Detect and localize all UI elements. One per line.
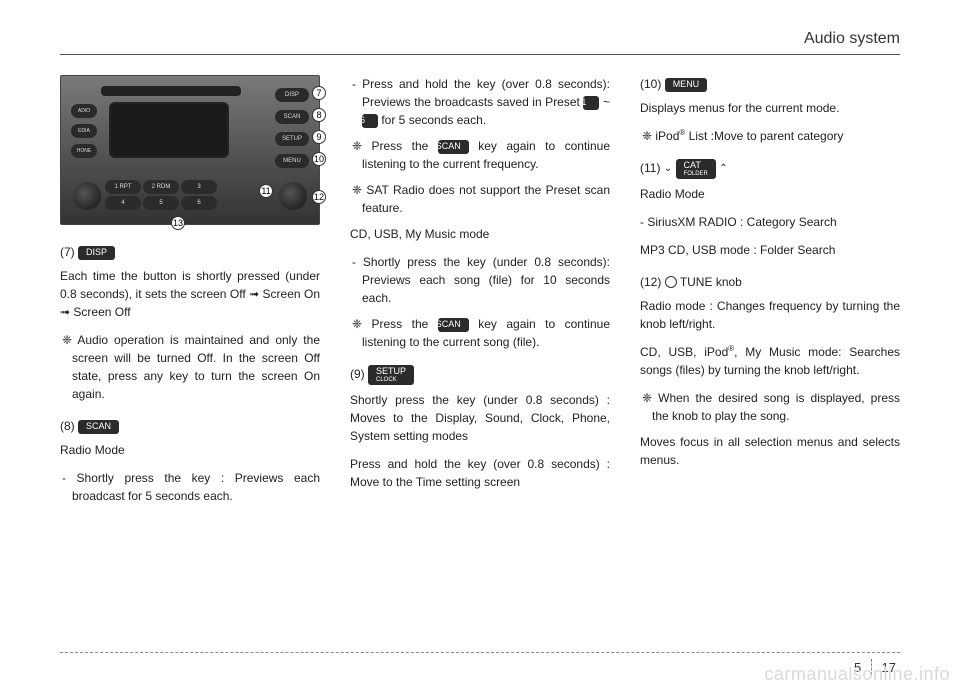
- item-9: (9) SETUP CLOCK: [350, 365, 610, 385]
- content-columns: ADIO EDIA HONE DISP SCAN SETUP MENU 1 RP…: [60, 75, 900, 513]
- note-c2-1: ❈ Press the SCAN key again to continue l…: [350, 137, 610, 173]
- text-12c: Moves focus in all selection menus and s…: [640, 433, 900, 469]
- preset-btn: 2 RDM: [143, 180, 179, 194]
- callout-11: 11: [259, 184, 273, 198]
- disp-button-label: DISP: [78, 246, 115, 260]
- knob-icon: [665, 276, 677, 288]
- column-2: - Press and hold the key (over 0.8 secon…: [350, 75, 610, 513]
- radio-side-btn: DISP: [275, 88, 309, 102]
- text-11a: Radio Mode: [640, 185, 900, 203]
- text-9a: Shortly press the key (under 0.8 sec­ond…: [350, 391, 610, 445]
- text-11b: - SiriusXM RADIO : Category Search: [640, 213, 900, 231]
- text-9b: Press and hold the key (over 0.8 sec­ond…: [350, 455, 610, 491]
- radio-side-btn: MENU: [275, 154, 309, 168]
- item-10: (10) MENU: [640, 75, 900, 93]
- item-12: (12) TUNE knob: [640, 273, 900, 291]
- callout-12: 12: [312, 190, 326, 204]
- text-7: Each time the button is shortly pressed …: [60, 267, 320, 321]
- radio-left-btn: EDIA: [71, 124, 97, 138]
- callout-9: 9: [312, 130, 326, 144]
- tune-label: TUNE knob: [680, 275, 742, 289]
- callout-10: 10: [312, 152, 326, 166]
- heading-c2: CD, USB, My Music mode: [350, 225, 610, 243]
- preset-row-top: 1 RPT 2 RDM 3: [105, 180, 217, 194]
- radio-side-btn: SCAN: [275, 110, 309, 124]
- section-title: Audio system: [804, 30, 900, 47]
- preset-btn: 6: [181, 196, 217, 210]
- cd-slot: [101, 86, 241, 96]
- preset-btn: 1 RPT: [105, 180, 141, 194]
- preset-1-label: 1: [583, 96, 599, 110]
- radio-side-btn: SETUP: [275, 132, 309, 146]
- text-10: Displays menus for the current mode.: [640, 99, 900, 117]
- item-7: (7) DISP: [60, 243, 320, 261]
- column-1: ADIO EDIA HONE DISP SCAN SETUP MENU 1 RP…: [60, 75, 320, 513]
- radio-screen: [109, 102, 229, 158]
- note-12: ❈ When the desired song is dis­played, p…: [640, 389, 900, 425]
- text-12a: Radio mode : Changes frequency by turnin…: [640, 297, 900, 333]
- page-header: Audio system: [60, 30, 900, 55]
- radio-illustration: ADIO EDIA HONE DISP SCAN SETUP MENU 1 RP…: [60, 75, 320, 225]
- footer-rule: [60, 652, 900, 653]
- note-c2-3: ❈ Press the SCAN key again to continue l…: [350, 315, 610, 351]
- scan-button-label: SCAN: [438, 140, 469, 154]
- preset-btn: 4: [105, 196, 141, 210]
- callout-7: 7: [312, 86, 326, 100]
- item-8: (8) SCAN: [60, 417, 320, 435]
- note-10: ❈ iPod® List :Move to parent category: [640, 127, 900, 145]
- radio-left-btn: ADIO: [71, 104, 97, 118]
- callout-13: 13: [171, 216, 185, 230]
- text-11c: MP3 CD, USB mode : Folder Search: [640, 241, 900, 259]
- chevron-up-icon: ⌃: [719, 161, 727, 176]
- left-knob: [73, 182, 101, 210]
- item-num: (7): [60, 245, 75, 259]
- item-num: (8): [60, 419, 75, 433]
- callout-8: 8: [312, 108, 326, 122]
- right-knob: [279, 182, 307, 210]
- note-c2-2: ❈ SAT Radio does not support the Preset …: [350, 181, 610, 217]
- scan-button-label: SCAN: [438, 318, 469, 332]
- item-num: (10): [640, 77, 661, 91]
- radio-left-btn: HONE: [71, 144, 97, 158]
- scan-button-label: SCAN: [78, 420, 119, 434]
- text-12b: CD, USB, iPod®, My Music mode: Searches …: [640, 343, 900, 379]
- setup-button-label: SETUP CLOCK: [368, 365, 414, 385]
- text-c2-1: - Press and hold the key (over 0.8 secon…: [350, 75, 610, 129]
- menu-button-label: MENU: [665, 78, 708, 92]
- watermark: carmanualsonline.info: [764, 664, 950, 685]
- column-3: (10) MENU Displays menus for the current…: [640, 75, 900, 513]
- chevron-down-icon: ⌄: [664, 161, 672, 176]
- item-11: (11) ⌄ CAT FOLDER ⌃: [640, 159, 900, 179]
- note-7: ❈ Audio operation is maintained and only…: [60, 331, 320, 403]
- item-num: (12): [640, 275, 665, 289]
- preset-btn: 3: [181, 180, 217, 194]
- preset-row-bot: 4 5 6: [105, 196, 217, 210]
- text-c2-2: - Shortly press the key (under 0.8 secon…: [350, 253, 610, 307]
- preset-6-label: 6: [362, 114, 378, 128]
- item-num: (9): [350, 367, 365, 381]
- text-8b: - Shortly press the key : Previews each …: [60, 469, 320, 505]
- preset-btn: 5: [143, 196, 179, 210]
- item-num: (11): [640, 161, 660, 175]
- text-8a: Radio Mode: [60, 441, 320, 459]
- folder-button-label: CAT FOLDER: [676, 159, 716, 179]
